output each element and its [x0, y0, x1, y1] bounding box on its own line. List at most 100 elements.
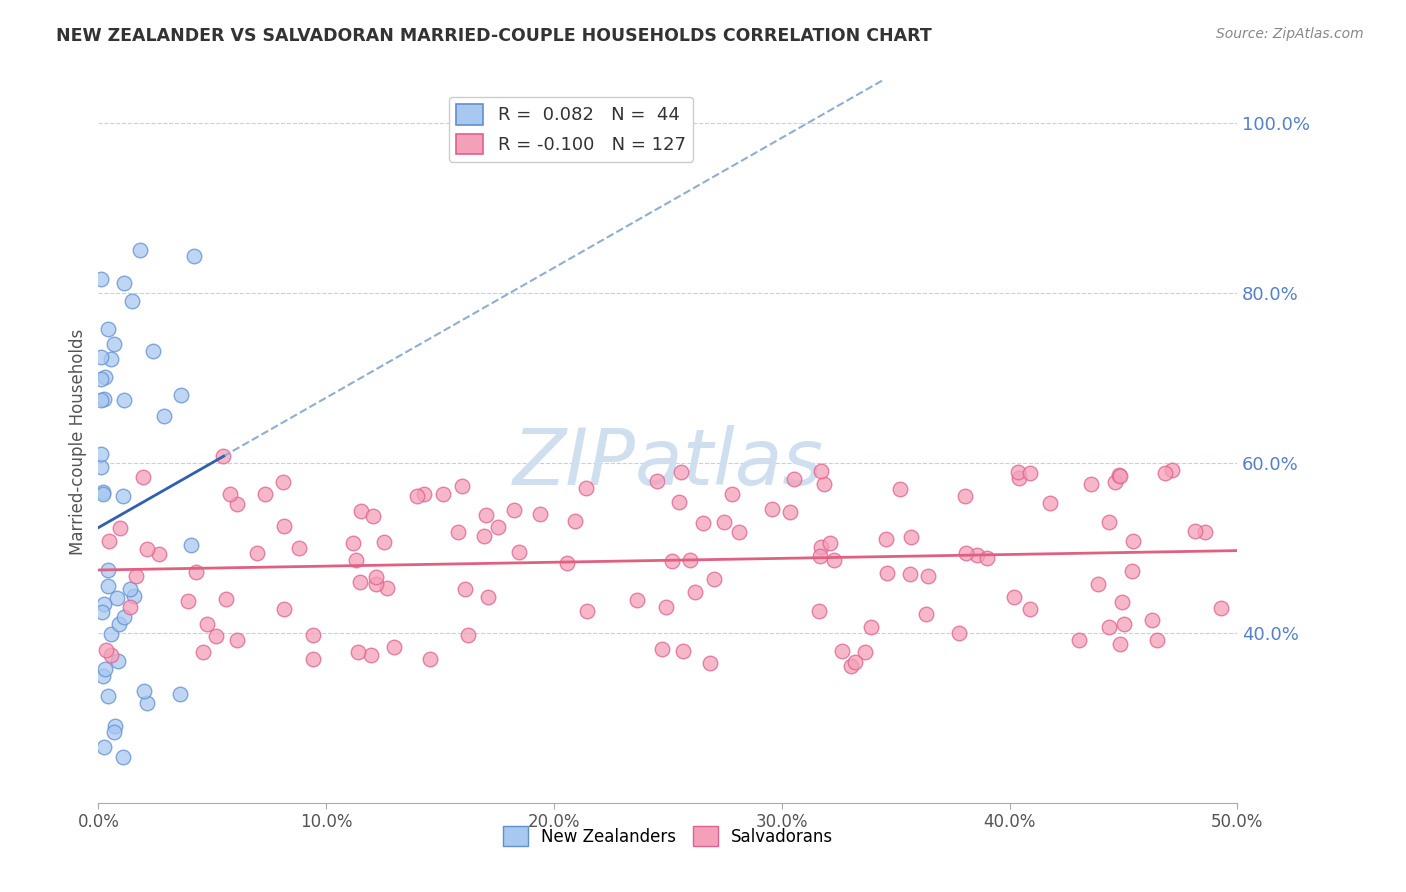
- Point: [273, 475, 295, 489]
- Point: [976, 551, 998, 566]
- Point: [108, 521, 131, 535]
- Point: [103, 336, 125, 351]
- Point: [1067, 633, 1090, 648]
- Point: [808, 604, 831, 618]
- Point: [100, 648, 122, 663]
- Point: [810, 464, 832, 478]
- Point: [97, 563, 120, 577]
- Point: [1108, 467, 1130, 482]
- Point: [1184, 524, 1206, 538]
- Point: [486, 520, 509, 534]
- Point: [699, 656, 721, 670]
- Point: [1098, 515, 1121, 529]
- Point: [447, 525, 470, 540]
- Point: [555, 556, 578, 570]
- Point: [661, 554, 683, 568]
- Point: [1008, 470, 1031, 484]
- Point: [823, 553, 845, 567]
- Point: [93, 392, 115, 407]
- Point: [129, 243, 152, 257]
- Point: [898, 566, 921, 581]
- Point: [361, 508, 384, 523]
- Point: [451, 478, 474, 492]
- Point: [111, 750, 134, 764]
- Point: [875, 532, 897, 546]
- Point: [1111, 595, 1133, 609]
- Point: [914, 607, 936, 622]
- Point: [406, 489, 429, 503]
- Point: [118, 600, 141, 615]
- Point: [360, 648, 382, 663]
- Point: [112, 489, 135, 503]
- Point: [413, 487, 436, 501]
- Point: [889, 482, 911, 496]
- Point: [100, 627, 122, 641]
- Point: [93, 597, 115, 611]
- Point: [103, 725, 125, 739]
- Point: [186, 565, 208, 579]
- Point: [651, 641, 673, 656]
- Point: [97, 322, 120, 336]
- Point: [1154, 466, 1177, 480]
- Point: [626, 592, 648, 607]
- Point: [347, 645, 370, 659]
- Point: [508, 545, 530, 559]
- Point: [727, 524, 749, 539]
- Point: [457, 628, 479, 642]
- Point: [136, 696, 159, 710]
- Point: [575, 481, 598, 495]
- Point: [948, 625, 970, 640]
- Point: [813, 477, 835, 491]
- Point: [246, 545, 269, 559]
- Point: [131, 470, 153, 484]
- Point: [97, 689, 120, 703]
- Point: [225, 497, 247, 511]
- Point: [669, 465, 692, 479]
- Point: [1122, 533, 1144, 548]
- Point: [90, 393, 112, 408]
- Point: [1039, 496, 1062, 510]
- Point: [142, 344, 165, 359]
- Point: [132, 684, 155, 698]
- Point: [177, 593, 200, 607]
- Point: [655, 599, 678, 614]
- Point: [148, 547, 170, 561]
- Point: [564, 514, 586, 528]
- Point: [672, 644, 695, 658]
- Point: [136, 542, 159, 557]
- Point: [703, 573, 725, 587]
- Point: [474, 529, 496, 543]
- Point: [153, 409, 176, 423]
- Point: [808, 549, 831, 563]
- Point: [97, 579, 120, 593]
- Point: [91, 487, 114, 501]
- Point: [180, 537, 202, 551]
- Point: [90, 372, 112, 386]
- Point: [761, 501, 783, 516]
- Point: [810, 541, 832, 555]
- Point: [254, 487, 277, 501]
- Point: [93, 370, 115, 384]
- Point: [273, 519, 295, 533]
- Point: [1112, 617, 1135, 632]
- Point: [966, 548, 988, 562]
- Point: [1140, 614, 1163, 628]
- Point: [720, 487, 742, 501]
- Legend: New Zealanders, Salvadorans: New Zealanders, Salvadorans: [496, 820, 839, 852]
- Text: Source: ZipAtlas.com: Source: ZipAtlas.com: [1216, 27, 1364, 41]
- Point: [477, 591, 499, 605]
- Point: [112, 393, 135, 408]
- Point: [93, 739, 115, 754]
- Point: [419, 652, 441, 666]
- Point: [364, 570, 387, 584]
- Point: [575, 604, 598, 618]
- Point: [342, 536, 364, 550]
- Point: [364, 577, 387, 591]
- Point: [475, 508, 498, 523]
- Point: [1007, 465, 1029, 479]
- Point: [97, 534, 120, 549]
- Point: [900, 530, 922, 544]
- Point: [90, 447, 112, 461]
- Point: [226, 633, 249, 648]
- Text: ZIPatlas: ZIPatlas: [512, 425, 824, 501]
